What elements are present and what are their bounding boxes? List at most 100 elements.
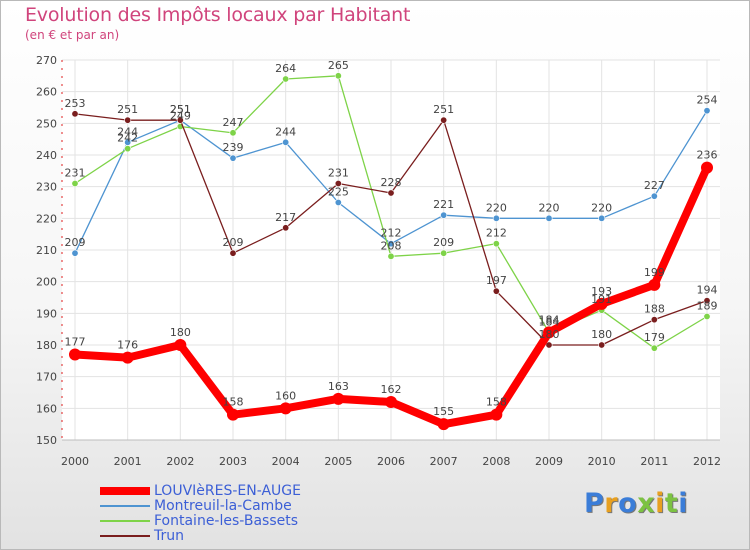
y-tick-label: 230	[36, 181, 57, 194]
data-label: 177	[65, 336, 86, 349]
data-label: 220	[486, 201, 507, 214]
x-tick-label: 2010	[588, 455, 616, 468]
data-label: 251	[117, 103, 138, 116]
data-point	[440, 249, 448, 257]
y-tick-label: 180	[36, 339, 57, 352]
data-label: 231	[65, 167, 86, 180]
data-label: 251	[433, 103, 454, 116]
legend-label: Trun	[154, 528, 184, 544]
data-label: 244	[117, 125, 138, 138]
data-label: 249	[170, 110, 191, 123]
chart-title: Evolution des Impôts locaux par Habitant	[25, 4, 411, 26]
data-point	[282, 75, 290, 83]
x-tick-label: 2007	[430, 455, 458, 468]
legend-swatch	[100, 505, 150, 507]
legend-label: LOUVIèRES-EN-AUGE	[154, 483, 301, 499]
data-point	[650, 192, 658, 200]
data-label: 247	[223, 116, 244, 129]
data-label: 176	[117, 339, 138, 352]
data-point	[492, 214, 500, 222]
legend-swatch	[100, 535, 150, 537]
x-tick-label: 2009	[535, 455, 563, 468]
data-point	[71, 249, 79, 257]
data-point	[490, 408, 503, 421]
data-point	[703, 297, 711, 305]
data-label: 184	[539, 313, 560, 326]
data-label: 220	[539, 201, 560, 214]
data-point	[595, 297, 608, 310]
data-label: 180	[591, 328, 612, 341]
y-tick-label: 210	[36, 244, 57, 257]
y-tick-label: 200	[36, 276, 57, 289]
data-point	[440, 211, 448, 219]
data-point	[229, 129, 237, 137]
data-label: 221	[433, 198, 454, 211]
data-label: 212	[486, 227, 507, 240]
data-label: 189	[697, 300, 718, 313]
data-point	[71, 110, 79, 118]
data-label: 231	[328, 167, 349, 180]
data-point	[227, 408, 239, 421]
logo-letter: r	[604, 488, 619, 519]
data-label: 254	[697, 94, 718, 107]
data-label: 199	[644, 266, 665, 279]
logo-letter: x	[637, 488, 656, 519]
data-label: 163	[328, 380, 349, 393]
data-label: 209	[65, 236, 86, 249]
data-label: 227	[644, 179, 665, 192]
data-point	[71, 180, 79, 188]
data-label: 193	[591, 285, 612, 298]
data-point	[334, 199, 342, 207]
data-label: 160	[275, 389, 296, 402]
y-tick-label: 170	[36, 371, 57, 384]
proxiti-logo: Proxiti	[584, 488, 688, 519]
data-label: 179	[644, 331, 665, 344]
data-label: 194	[697, 284, 718, 297]
logo-letter: i	[678, 488, 689, 519]
data-label: 239	[223, 141, 244, 154]
data-label: 251	[170, 103, 191, 116]
y-tick-label: 240	[36, 149, 57, 162]
data-point	[282, 138, 290, 146]
data-label: 220	[591, 201, 612, 214]
data-point	[387, 189, 395, 197]
data-point	[229, 154, 237, 162]
data-point	[387, 252, 395, 260]
data-label: 155	[433, 405, 454, 418]
data-point	[543, 326, 555, 339]
data-label: 158	[223, 396, 244, 409]
data-label: 264	[275, 62, 296, 75]
data-label: 191	[591, 293, 612, 306]
data-label: 251	[170, 103, 191, 116]
data-point	[121, 351, 134, 364]
data-point	[174, 339, 187, 351]
data-point	[334, 72, 342, 80]
y-tick-label: 220	[36, 212, 57, 225]
data-point	[701, 161, 713, 174]
data-point	[440, 116, 448, 124]
data-label: 228	[381, 176, 402, 189]
logo-letter: P	[584, 488, 605, 519]
data-point	[598, 341, 606, 349]
data-point	[650, 344, 658, 352]
data-label: 236	[697, 149, 718, 162]
data-label: 158	[486, 396, 507, 409]
data-point	[437, 418, 450, 431]
y-tick-label: 250	[36, 117, 57, 130]
y-tick-label: 160	[36, 402, 57, 415]
data-label: 208	[381, 239, 402, 252]
data-label: 217	[275, 211, 296, 224]
x-tick-label: 2001	[114, 455, 142, 468]
y-tick-label: 270	[36, 54, 57, 67]
x-tick-label: 2000	[61, 455, 89, 468]
data-point	[492, 287, 500, 295]
data-point	[648, 278, 661, 291]
data-point	[385, 396, 397, 408]
data-point	[334, 180, 342, 188]
logo-letter: t	[664, 488, 679, 519]
data-label: 225	[328, 186, 349, 199]
x-tick-label: 2011	[640, 455, 668, 468]
data-label: 212	[381, 227, 402, 240]
data-label: 209	[223, 236, 244, 249]
